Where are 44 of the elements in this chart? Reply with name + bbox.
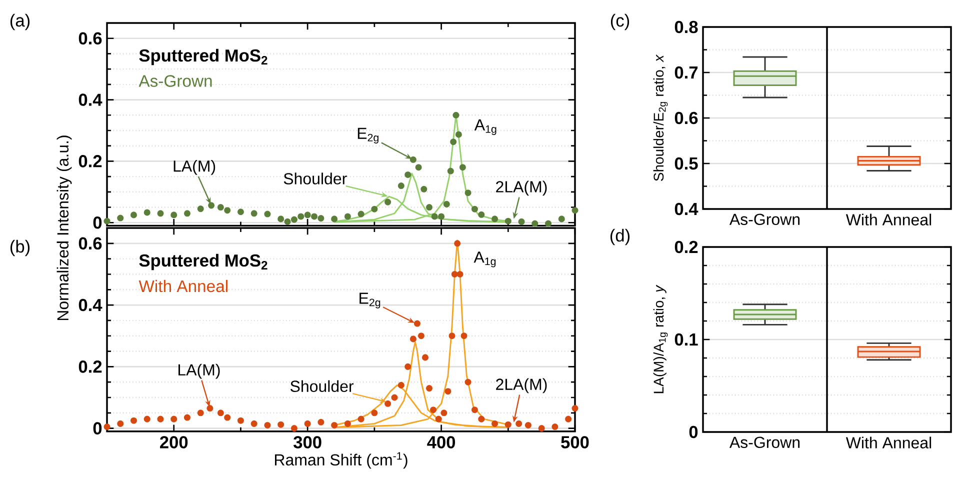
text: (c)	[610, 14, 630, 30]
text: (a)	[10, 14, 30, 30]
y-tick-label: 0	[93, 422, 102, 434]
annotation: A$_{1g}$	[474, 252, 496, 268]
x-tick-label: As-Grown	[729, 436, 800, 448]
text: With Anneal	[138, 280, 228, 292]
y-tick-label: 0.2	[78, 155, 102, 168]
y-axis-title: Shoulder/E$_{2g}$ ratio, x	[653, 54, 668, 181]
y-tick-label: 0.8	[674, 20, 698, 34]
y-tick-label: 0.7	[674, 66, 698, 79]
x-tick-label: 400	[427, 436, 456, 448]
y-axis-title: Normalized Intensity (a.u.)	[56, 136, 72, 320]
x-axis-title: Raman Shift (cm$^{-1}$)	[275, 452, 408, 469]
x-tick-label: With Anneal	[846, 436, 932, 448]
y-tick-label: 0.4	[674, 202, 698, 216]
annotation: LA(M)	[178, 364, 220, 379]
annotation: Shoulder	[290, 380, 354, 392]
x-tick-label: 500	[561, 436, 589, 448]
annotation: A$_{1g}$	[474, 119, 496, 135]
y-tick-label: 0.5	[674, 157, 698, 170]
annotation: E$_{2g}$	[360, 292, 380, 308]
text: Sputtered MoS$_{2}$	[139, 254, 268, 270]
annotation: 2LA(M)	[496, 180, 547, 196]
text: As-Grown	[138, 75, 212, 87]
annotation: 2LA(M)	[496, 378, 547, 394]
y-tick-label: 0.2	[78, 360, 102, 373]
y-tick-label: 0.1	[674, 333, 698, 346]
y-tick-label: 0	[689, 426, 698, 438]
y-axis-title: LA(M)/A$_{1g}$ ratio, y	[653, 284, 668, 394]
y-tick-label: 0.6	[78, 237, 102, 250]
x-tick-label: 300	[294, 436, 322, 448]
x-tick-label: 200	[160, 436, 188, 448]
annotation: LA(M)	[174, 160, 216, 175]
text: Sputtered MoS$_{2}$	[139, 48, 268, 66]
y-tick-label: 0.6	[78, 32, 102, 44]
y-tick-label: 0.2	[674, 240, 698, 254]
annotation: Shoulder	[284, 172, 347, 184]
annotation: E$_{2g}$	[358, 128, 378, 144]
y-tick-label: 0.6	[674, 112, 698, 124]
y-tick-label: 0.4	[78, 298, 102, 312]
text: (b)	[10, 240, 30, 256]
y-tick-label: 0.4	[78, 94, 102, 106]
y-tick-label: 0	[93, 216, 102, 229]
text: (d)	[610, 228, 630, 246]
